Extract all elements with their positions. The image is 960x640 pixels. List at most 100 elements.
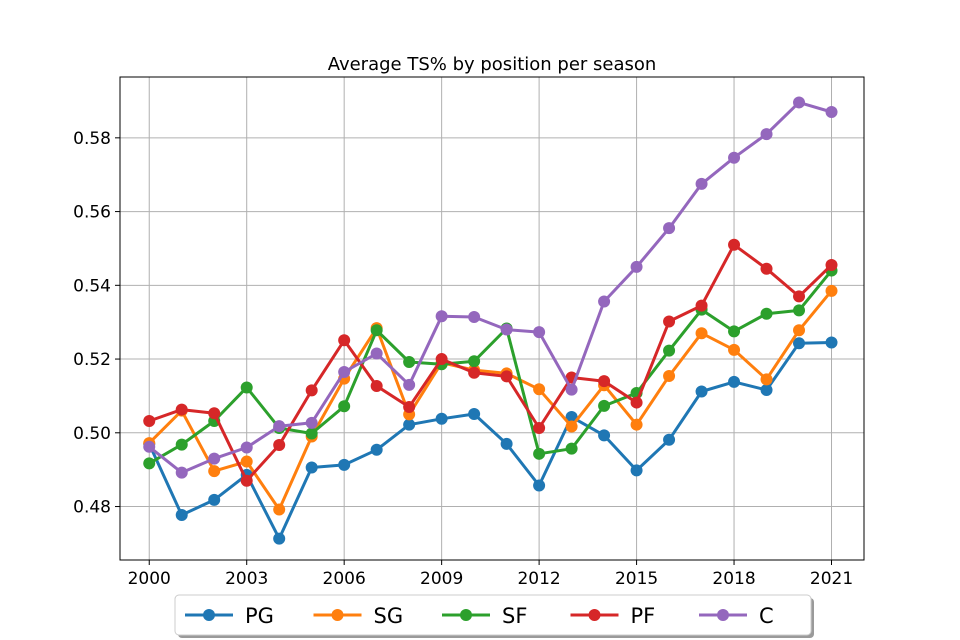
data-point	[598, 399, 611, 412]
data-point	[533, 447, 546, 460]
data-point	[143, 414, 156, 427]
series-sf	[143, 264, 838, 470]
legend-item-sf: SF	[442, 604, 527, 628]
data-point	[305, 416, 318, 429]
data-point	[630, 418, 643, 431]
data-point	[533, 326, 546, 339]
legend-marker	[588, 609, 601, 621]
data-point	[695, 177, 708, 190]
data-point	[305, 384, 318, 397]
data-point	[500, 437, 513, 450]
data-point	[793, 304, 806, 317]
legend-marker	[331, 609, 344, 621]
data-point	[338, 400, 351, 413]
plot-frame	[119, 76, 865, 561]
data-point	[598, 429, 611, 442]
data-point	[175, 466, 188, 479]
data-point	[435, 310, 448, 323]
axes: 2000 2003 2006 2009 2012 2015 2018 2021 0.48 0.50…	[73, 129, 853, 589]
data-point	[208, 493, 221, 506]
legend-label: PG	[245, 604, 274, 628]
data-point	[370, 324, 383, 337]
y-tick-label: 0.58	[73, 129, 111, 149]
x-tick-label: 2015	[615, 569, 658, 589]
data-point	[663, 222, 676, 235]
series-line-pf	[148, 243, 833, 483]
grid	[120, 77, 864, 560]
x-tick-label: 2006	[323, 569, 366, 589]
series-line-sg	[148, 289, 833, 511]
data-point	[565, 410, 578, 423]
data-point	[468, 311, 481, 324]
data-point	[175, 438, 188, 451]
x-tick-label: 2021	[810, 569, 853, 589]
data-point	[533, 479, 546, 492]
legend-item-c: C	[699, 604, 774, 628]
data-point	[533, 422, 546, 435]
data-point	[598, 295, 611, 308]
legend-marker	[460, 609, 472, 621]
data-point	[435, 412, 448, 425]
data-point	[403, 418, 416, 431]
data-point	[695, 299, 708, 312]
x-tick-label: 2009	[420, 569, 463, 589]
data-point	[760, 373, 773, 386]
data-point	[240, 381, 253, 394]
legend-label: SF	[502, 604, 527, 628]
series-pf	[143, 238, 838, 487]
x-tick-label: 2003	[225, 569, 268, 589]
legend-label: PF	[631, 604, 656, 628]
data-point	[728, 151, 741, 164]
x-tick-label: 2000	[128, 569, 171, 589]
y-tick-label: 0.56	[73, 203, 111, 223]
data-point	[663, 370, 676, 383]
data-point	[565, 420, 578, 433]
data-point	[273, 532, 286, 545]
y-tick-label: 0.50	[73, 424, 111, 444]
data-point	[598, 375, 611, 388]
data-point	[533, 383, 546, 396]
legend-label: C	[759, 604, 774, 628]
data-point	[500, 323, 513, 336]
data-point	[273, 438, 286, 451]
data-point	[760, 128, 773, 141]
data-point	[240, 474, 253, 487]
data-point	[273, 420, 286, 433]
data-point	[728, 343, 741, 356]
data-point	[468, 407, 481, 420]
x-tick-label: 2012	[517, 569, 560, 589]
data-point	[760, 384, 773, 397]
data-point	[728, 375, 741, 388]
chart-title: Average TS% by position per season	[328, 54, 657, 75]
data-point	[630, 396, 643, 409]
data-point	[630, 464, 643, 477]
legend-marker	[717, 609, 729, 621]
data-point	[500, 370, 513, 383]
data-point	[403, 356, 416, 369]
y-tick-label: 0.54	[73, 276, 111, 296]
data-point	[468, 355, 481, 368]
data-point	[630, 260, 643, 273]
data-point	[793, 337, 806, 350]
legend: PG SG SF PF C	[174, 594, 814, 638]
data-point	[760, 262, 773, 275]
data-point	[338, 458, 351, 471]
legend-label: SG	[374, 604, 404, 628]
data-point	[208, 452, 221, 465]
data-point	[825, 106, 838, 119]
data-point	[273, 503, 286, 516]
series-pg	[143, 336, 838, 545]
data-point	[663, 433, 676, 446]
data-point	[728, 325, 741, 338]
data-point	[695, 327, 708, 340]
data-point	[468, 366, 481, 379]
data-point	[728, 238, 741, 251]
data-point	[175, 403, 188, 416]
series-line-pg	[147, 341, 832, 541]
data-point	[175, 509, 188, 522]
data-point	[695, 385, 708, 398]
data-point	[403, 378, 416, 391]
data-point	[305, 427, 318, 440]
data-point	[760, 307, 773, 320]
